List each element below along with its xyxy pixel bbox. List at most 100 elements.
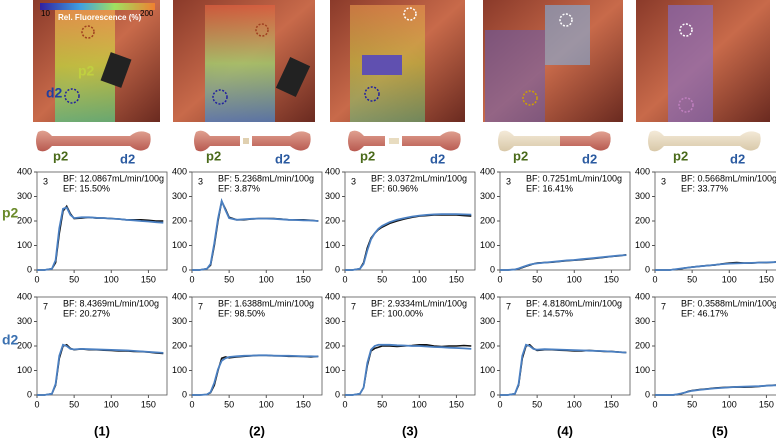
y-tick-label: 0 [182,389,187,399]
annotation: EF: 20.27% [63,308,110,318]
y-tick-label: 300 [635,191,650,201]
x-tick-label: 150 [296,274,311,284]
annotation: BF: 3.0372mL/min/100g [371,173,467,183]
fluorescence [668,5,713,122]
bone [648,130,761,152]
colorbar-label: Rel. Fluorescence (%) [58,13,141,22]
annotation: BF: 1.6388mL/min/100g [218,298,314,308]
bone-label: p2 [53,148,68,163]
bone [498,130,560,152]
x-tick-label: 0 [652,274,657,284]
x-tick-label: 0 [497,399,502,409]
data-line [345,213,472,271]
column-label: (4) [557,423,573,438]
bone-label: p2 [513,148,528,163]
annotation: EF: 15.50% [63,183,110,193]
y-tick-label: 100 [480,365,495,375]
y-tick-label: 300 [480,316,495,326]
y-tick-label: 300 [172,191,187,201]
y-tick-label: 300 [17,316,32,326]
x-tick-label: 50 [69,399,79,409]
fluorescence [485,30,545,122]
y-tick-label: 400 [325,166,340,176]
y-tick-label: 400 [172,166,187,176]
y-tick-label: 300 [635,316,650,326]
photo-label: d2 [46,85,63,101]
roi [403,7,417,21]
data-line [192,354,319,396]
x-tick-label: 150 [141,399,156,409]
roi [64,88,80,104]
gap [243,138,249,144]
annotation: 7 [661,301,666,311]
x-tick-label: 100 [722,274,737,284]
x-tick-label: 50 [224,274,234,284]
bone-label: d2 [430,151,445,166]
y-tick-label: 300 [172,316,187,326]
y-tick-label: 100 [172,365,187,375]
x-tick-label: 0 [497,274,502,284]
data-line [37,206,164,271]
column-label: (1) [94,423,110,438]
annotation: 3 [198,176,203,186]
row-label: p2 [2,205,19,221]
annotation: EF: 16.41% [526,183,573,193]
y-tick-label: 0 [335,389,340,399]
x-tick-label: 100 [567,399,582,409]
fluorescence [545,5,590,65]
clamp [100,52,132,88]
data-line [500,343,627,396]
bones [36,130,761,152]
bone-label: p2 [360,148,375,163]
y-tick-label: 0 [27,389,32,399]
y-tick-label: 0 [645,389,650,399]
x-tick-label: 100 [259,399,274,409]
roi [255,23,269,37]
fluorescence [205,5,275,122]
data-line [345,343,472,396]
x-tick-label: 50 [532,274,542,284]
x-tick-label: 100 [567,274,582,284]
annotation: EF: 60.96% [371,183,418,193]
annotation: BF: 4.8180mL/min/100g [526,298,622,308]
y-tick-label: 200 [172,215,187,225]
annotation: BF: 0.3588mL/min/100g [681,298,776,308]
annotation: 3 [661,176,666,186]
x-tick-label: 0 [34,274,39,284]
photo-label: p2 [78,63,95,79]
y-tick-label: 400 [480,291,495,301]
y-tick-label: 0 [182,264,187,274]
row-label: d2 [2,332,19,348]
clamp [275,56,311,98]
x-tick-label: 150 [759,274,774,284]
annotation: EF: 46.17% [681,308,728,318]
roi [678,97,694,113]
x-tick-label: 0 [342,399,347,409]
annotation: EF: 98.50% [218,308,265,318]
annotation: BF: 8.4369mL/min/100g [63,298,159,308]
y-tick-label: 400 [17,291,32,301]
annotation: EF: 33.77% [681,183,728,193]
x-tick-label: 100 [722,399,737,409]
gap [389,138,399,144]
y-tick-label: 300 [17,191,32,201]
x-tick-label: 150 [141,274,156,284]
y-tick-label: 400 [17,166,32,176]
y-tick-label: 0 [490,389,495,399]
y-tick-label: 300 [325,191,340,201]
colorbar-min: 10 [41,9,50,18]
x-tick-label: 0 [189,274,194,284]
bone-label: p2 [673,148,688,163]
band [362,55,402,75]
bone [194,130,311,152]
x-tick-label: 50 [687,274,697,284]
y-tick-label: 100 [325,365,340,375]
y-tick-label: 0 [645,264,650,274]
x-tick-label: 50 [532,399,542,409]
data-line [500,254,627,271]
roi [559,13,573,27]
bone [36,130,151,152]
x-tick-label: 50 [377,274,387,284]
y-tick-label: 200 [480,215,495,225]
